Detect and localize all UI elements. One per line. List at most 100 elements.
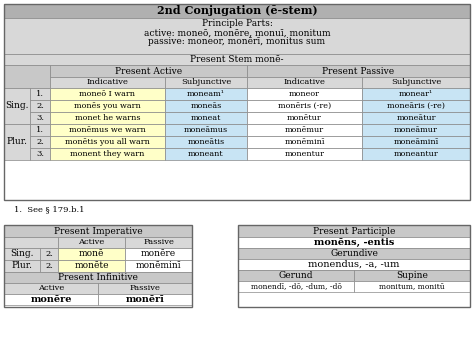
Bar [98, 294, 192, 305]
Text: Present Active: Present Active [115, 66, 182, 75]
Bar [4, 225, 192, 307]
Bar [4, 4, 470, 18]
Text: monētur: monētur [287, 114, 322, 122]
Bar [362, 136, 470, 148]
Text: Passive: Passive [143, 238, 174, 247]
Bar [247, 112, 362, 124]
Text: moneant: moneant [188, 150, 224, 158]
Bar [362, 100, 470, 112]
Text: monent they warn: monent they warn [70, 150, 145, 158]
Text: Present Imperative: Present Imperative [54, 226, 142, 236]
Text: 3.: 3. [36, 114, 44, 122]
Text: moneāminī: moneāminī [393, 138, 438, 146]
Text: monendus, -a, -um: monendus, -a, -um [308, 260, 400, 269]
Text: 2.: 2. [36, 138, 44, 146]
Bar [50, 77, 165, 88]
Text: Plur.: Plur. [7, 138, 27, 147]
Text: monentur: monentur [284, 150, 325, 158]
Bar [247, 88, 362, 100]
Bar [4, 294, 98, 305]
Text: moneat: moneat [191, 114, 221, 122]
Text: moneās: moneās [191, 102, 222, 110]
Bar [58, 260, 125, 272]
Text: monēre: monēre [141, 249, 176, 258]
Bar [238, 281, 354, 292]
Bar [30, 88, 50, 100]
Bar [165, 148, 247, 160]
Bar [362, 77, 470, 88]
Bar [4, 272, 192, 283]
Text: monētis you all warn: monētis you all warn [65, 138, 150, 146]
Text: Indicative: Indicative [87, 78, 128, 86]
Text: monēminī: monēminī [136, 261, 182, 270]
Text: Active: Active [78, 238, 105, 247]
Bar [4, 225, 192, 237]
Text: monēns, -entis: monēns, -entis [314, 238, 394, 247]
Bar [4, 283, 98, 294]
Text: Passive: Passive [129, 284, 160, 292]
Text: 2.: 2. [36, 102, 44, 110]
Bar [362, 148, 470, 160]
Bar [165, 100, 247, 112]
Bar [30, 136, 50, 148]
Bar [58, 248, 125, 260]
Text: Gerund: Gerund [279, 271, 313, 280]
Bar [4, 54, 470, 65]
Bar [362, 88, 470, 100]
Bar [30, 148, 50, 160]
Text: Gerundive: Gerundive [330, 249, 378, 258]
Text: monēminī: monēminī [284, 138, 325, 146]
Bar [354, 281, 470, 292]
Bar [238, 225, 470, 237]
Bar [98, 283, 192, 294]
Bar [50, 124, 165, 136]
Bar [238, 237, 470, 248]
Text: active: moneō, monēre, monuī, monitum: active: moneō, monēre, monuī, monitum [144, 29, 330, 37]
Text: moneam¹: moneam¹ [187, 90, 225, 98]
Text: Present Stem monē-: Present Stem monē- [190, 55, 284, 64]
Text: moneāris (-re): moneāris (-re) [387, 102, 445, 110]
Text: monēmur: monēmur [285, 126, 324, 134]
Text: moneātis: moneātis [187, 138, 225, 146]
Text: 2.: 2. [45, 262, 53, 270]
Text: Supine: Supine [396, 271, 428, 280]
Text: monitum, monitū: monitum, monitū [379, 282, 445, 290]
Bar [238, 270, 354, 281]
Bar [4, 260, 40, 272]
Bar [165, 77, 247, 88]
Bar [247, 77, 362, 88]
Text: monēte: monēte [74, 261, 109, 270]
Bar [125, 260, 192, 272]
Bar [238, 259, 470, 270]
Bar [354, 270, 470, 281]
Text: moneāmus: moneāmus [184, 126, 228, 134]
Bar [165, 88, 247, 100]
Bar [362, 112, 470, 124]
Bar [4, 65, 50, 88]
Text: Present Passive: Present Passive [322, 66, 394, 75]
Text: monēs you warn: monēs you warn [74, 102, 141, 110]
Bar [50, 100, 165, 112]
Bar [40, 260, 58, 272]
Bar [238, 225, 470, 307]
Text: Active: Active [38, 284, 64, 292]
Text: 3.: 3. [36, 150, 44, 158]
Bar [247, 100, 362, 112]
Bar [50, 136, 165, 148]
Text: moneor: moneor [289, 90, 320, 98]
Bar [165, 124, 247, 136]
Text: passive: moneor, monērī, monitus sum: passive: moneor, monērī, monitus sum [148, 37, 326, 46]
Text: Subjunctive: Subjunctive [181, 78, 231, 86]
Text: Sing.: Sing. [5, 101, 29, 110]
Bar [4, 237, 58, 248]
Bar [4, 18, 470, 54]
Bar [247, 65, 470, 77]
Text: monēris (-re): monēris (-re) [278, 102, 331, 110]
Text: monendī, -dō, -dum, -dō: monendī, -dō, -dum, -dō [251, 282, 341, 290]
Text: Sing.: Sing. [10, 249, 34, 258]
Bar [30, 100, 50, 112]
Text: 1.: 1. [36, 126, 44, 134]
Text: moneāmur: moneāmur [394, 126, 438, 134]
Text: moneō I warn: moneō I warn [80, 90, 136, 98]
Bar [362, 124, 470, 136]
